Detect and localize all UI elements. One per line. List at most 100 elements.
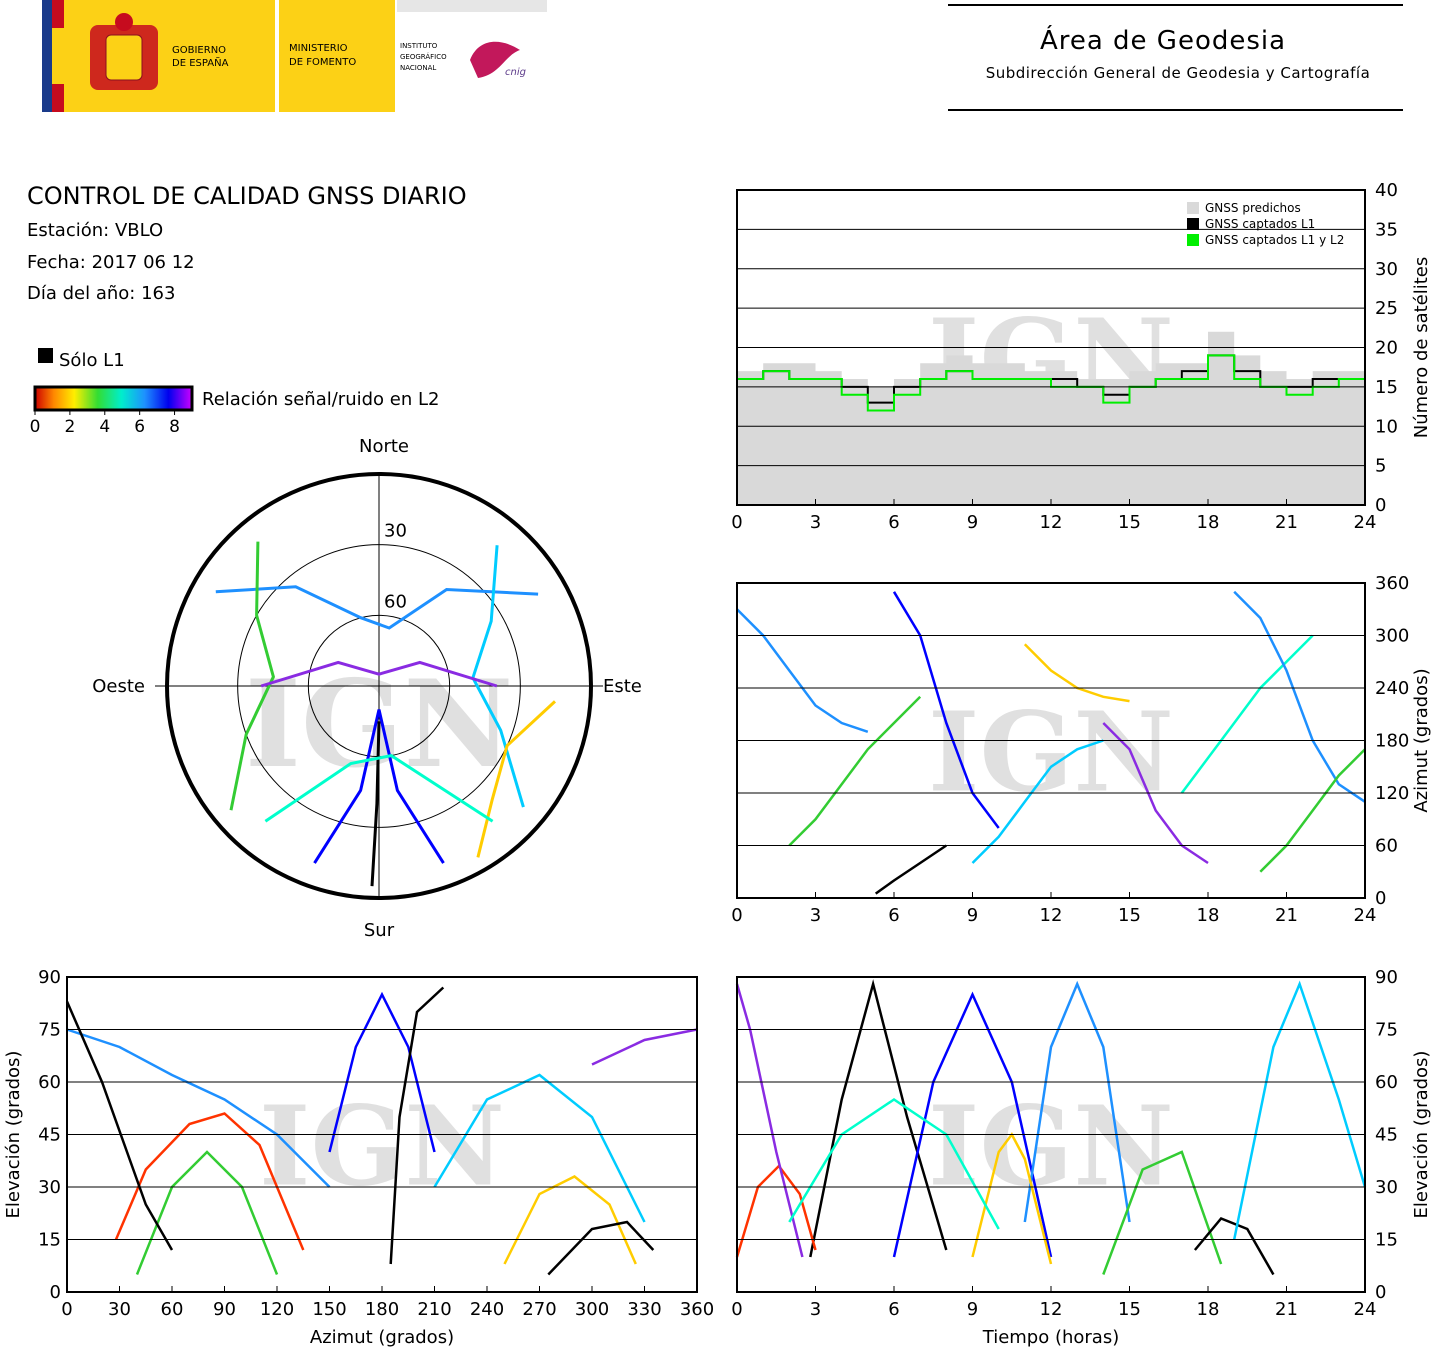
org-text: DE ESPAÑA	[172, 56, 229, 69]
legend-label: Relación señal/ruido en L2	[202, 389, 439, 410]
satellite-track	[433, 1073, 646, 1223]
direction-label: Sur	[364, 920, 395, 941]
satellite-track	[264, 754, 494, 823]
y-tick-label: 45	[38, 1125, 61, 1146]
legend-label: Sólo L1	[59, 350, 125, 371]
satellite-track	[476, 700, 557, 858]
y-axis-label: Azimut (grados)	[1411, 668, 1432, 812]
y-tick-label: 360	[1375, 573, 1409, 594]
legend-label: GNSS predichos	[1205, 201, 1301, 215]
x-tick-label: 150	[312, 1299, 346, 1320]
watermark: IGN	[928, 1082, 1174, 1211]
plot-frame	[736, 582, 1366, 899]
x-tick-label: 180	[365, 1299, 399, 1320]
logo-gobierno	[42, 0, 275, 112]
colorbar-tick-label: 0	[30, 417, 41, 437]
report-title: CONTROL DE CALIDAD GNSS DIARIO	[27, 182, 467, 210]
legend-swatch	[1187, 202, 1199, 214]
y-tick-label: 5	[1375, 456, 1386, 477]
x-axis-label: Azimut (grados)	[310, 1327, 454, 1348]
satellite-track	[66, 1028, 331, 1188]
y-tick-label: 40	[1375, 180, 1398, 201]
legend-swatch	[38, 348, 53, 363]
org-text: GOBIERNO	[172, 45, 226, 56]
satellite-track	[1193, 1217, 1275, 1276]
y-axis-label: Elevación (grados)	[3, 1051, 24, 1219]
satellite-track	[736, 608, 869, 733]
x-tick-label: 90	[213, 1299, 236, 1320]
x-tick-label: 210	[417, 1299, 451, 1320]
y-tick-label: 75	[1375, 1020, 1398, 1041]
x-tick-label: 21	[1275, 512, 1298, 533]
satellite-track	[114, 1112, 305, 1251]
satellite-track	[892, 591, 1000, 829]
x-tick-label: 12	[1040, 1299, 1063, 1320]
x-tick-label: 0	[731, 905, 742, 926]
x-tick-label: 24	[1354, 905, 1377, 926]
y-tick-label: 90	[38, 967, 61, 988]
satellite-track	[591, 1028, 698, 1066]
x-tick-label: 0	[731, 512, 742, 533]
y-tick-label: 240	[1375, 678, 1409, 699]
satellite-track	[65, 1001, 174, 1251]
satellite-track	[971, 739, 1104, 864]
plot-frame	[736, 189, 1366, 506]
coat-of-arms	[90, 13, 158, 90]
org-text: cnig	[505, 67, 526, 78]
plot-frame	[736, 976, 1366, 1293]
x-tick-label: 21	[1275, 905, 1298, 926]
x-tick-label: 12	[1040, 512, 1063, 533]
x-tick-label: 30	[108, 1299, 131, 1320]
cnig-logo	[470, 41, 520, 78]
y-tick-label: 10	[1375, 416, 1398, 437]
elevation-tick-label: 30	[384, 521, 407, 542]
y-tick-label: 15	[38, 1230, 61, 1251]
colorbar-tick-label: 4	[99, 417, 110, 437]
x-tick-label: 21	[1275, 1299, 1298, 1320]
elevation-tick-label: 60	[384, 591, 407, 612]
y-axis-label: Elevación (grados)	[1411, 1051, 1432, 1219]
y-tick-label: 300	[1375, 626, 1409, 647]
satellite-track	[788, 1097, 1000, 1230]
elevation-circle	[237, 544, 521, 828]
x-tick-label: 240	[470, 1299, 504, 1320]
colorbar-tick-label: 2	[64, 417, 75, 437]
info-line: Fecha: 2017 06 12	[27, 252, 195, 273]
watermark: IGN	[259, 1082, 505, 1211]
satellite-track	[229, 541, 275, 811]
satellite-track	[1102, 1150, 1223, 1275]
y-tick-label: 30	[1375, 259, 1398, 280]
x-tick-label: 15	[1118, 905, 1141, 926]
colorbar-tick-label: 6	[134, 417, 145, 437]
y-tick-label: 35	[1375, 219, 1398, 240]
logo-flag	[52, 28, 64, 84]
x-tick-label: 3	[810, 905, 821, 926]
satellite-track	[389, 986, 445, 1265]
x-tick-label: 18	[1197, 1299, 1220, 1320]
x-tick-label: 6	[888, 905, 899, 926]
satellite-track	[1259, 748, 1366, 873]
x-tick-label: 270	[522, 1299, 556, 1320]
area-title: Área de Geodesia	[1040, 24, 1286, 56]
legend-label: GNSS captados L1 y L2	[1205, 233, 1344, 247]
legend-swatch	[1187, 218, 1199, 230]
x-tick-label: 0	[61, 1299, 72, 1320]
satellite-track	[313, 709, 445, 864]
satellite-track	[547, 1220, 655, 1276]
x-tick-label: 60	[161, 1299, 184, 1320]
x-tick-label: 3	[810, 512, 821, 533]
watermark: IGN	[928, 688, 1174, 817]
y-tick-label: 120	[1375, 783, 1409, 804]
x-tick-label: 9	[967, 512, 978, 533]
y-axis-label: Número de satélites	[1411, 257, 1432, 439]
x-tick-label: 15	[1118, 512, 1141, 533]
x-tick-label: 9	[967, 905, 978, 926]
satellite-track	[135, 1150, 279, 1275]
y-tick-label: 0	[50, 1282, 61, 1303]
y-tick-label: 60	[1375, 1072, 1398, 1093]
satellite-track	[735, 1164, 817, 1258]
legend-swatch	[1187, 234, 1199, 246]
org-text: DE FOMENTO	[289, 57, 356, 68]
